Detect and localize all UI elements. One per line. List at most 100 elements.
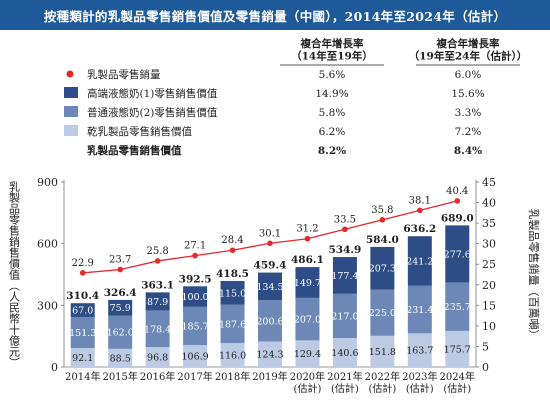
cagr-value: 3.3% bbox=[455, 107, 482, 119]
bar-total-label: 689.0 bbox=[441, 212, 474, 224]
bar-segment bbox=[220, 280, 245, 305]
bar-value-label: 67.0 bbox=[72, 306, 93, 317]
volume-label: 25.8 bbox=[147, 246, 169, 257]
bar-segment bbox=[183, 306, 208, 346]
bar-value-label: 217.0 bbox=[331, 311, 358, 322]
bar-total-label: 636.2 bbox=[403, 223, 436, 235]
bar-value-label: 116.0 bbox=[219, 351, 246, 362]
bar-segment bbox=[407, 285, 432, 334]
bar-segment bbox=[145, 347, 170, 367]
bar-segment bbox=[70, 348, 95, 367]
bar-value-label: 207.3 bbox=[369, 264, 396, 275]
legend-label: 乳製品零售銷量 bbox=[87, 68, 161, 81]
bar-segment bbox=[108, 348, 133, 367]
legend-label: 普通液態奶(2)零售銷售價值 bbox=[87, 106, 218, 119]
cagr-header-2: 複合年增長率（19年至24年（估計）） bbox=[409, 37, 527, 63]
bar-segment bbox=[370, 246, 395, 290]
bar-segment bbox=[145, 292, 170, 311]
bar-value-label: 96.8 bbox=[147, 353, 168, 364]
y-tick-label-right: 35 bbox=[482, 217, 496, 230]
volume-label: 23.7 bbox=[109, 255, 131, 266]
bar-segment bbox=[258, 272, 282, 301]
volume-label: 28.4 bbox=[221, 235, 243, 246]
x-tick-label: 2023年(估計) bbox=[402, 370, 437, 395]
y-tick-label-right: 0 bbox=[482, 361, 489, 374]
bar-value-label: 207.0 bbox=[294, 315, 321, 326]
legend-marker-line bbox=[66, 70, 74, 78]
x-tick-label: 2022年(估計) bbox=[365, 370, 400, 395]
bar-value-label: 231.4 bbox=[406, 305, 433, 316]
x-tick-label: 2020年(估計) bbox=[290, 370, 325, 395]
cagr-value: 6.0% bbox=[455, 69, 482, 81]
bar-segment bbox=[407, 236, 432, 286]
cagr-value: 15.6% bbox=[451, 88, 484, 100]
bar-value-label: 200.6 bbox=[256, 316, 283, 327]
bar-total-label: 459.4 bbox=[254, 260, 287, 272]
volume-point bbox=[417, 207, 423, 214]
cagr-value: 6.2% bbox=[319, 126, 346, 138]
bar-value-label: 92.1 bbox=[72, 353, 93, 364]
y-tick-label-left: 600 bbox=[37, 238, 58, 251]
bar-value-label: 100.0 bbox=[181, 292, 208, 303]
y-tick-label-left: 0 bbox=[51, 361, 58, 374]
volume-label: 33.5 bbox=[334, 214, 356, 225]
bar-value-label: 115.0 bbox=[219, 288, 246, 299]
x-tick-label: 2019年 bbox=[252, 370, 287, 383]
bar-value-label: 162.0 bbox=[107, 328, 134, 339]
cagr-value: 14.9% bbox=[315, 88, 348, 100]
x-tick-label: 2018年 bbox=[215, 370, 250, 383]
bar-value-label: 235.7 bbox=[444, 302, 471, 313]
bar-value-label: 187.6 bbox=[219, 319, 246, 330]
y-tick-label-right: 40 bbox=[482, 197, 496, 210]
bar-segment bbox=[295, 340, 320, 367]
bar-segment bbox=[295, 297, 320, 341]
y-tick-label-left: 300 bbox=[37, 299, 58, 312]
bar-segment bbox=[445, 282, 470, 331]
legend-label: 高端液態奶(1)零售銷售價值 bbox=[87, 87, 218, 100]
volume-label: 31.2 bbox=[296, 224, 318, 235]
y-tick-label-right: 25 bbox=[482, 258, 496, 271]
bar-segment bbox=[145, 310, 170, 348]
y-tick-label-right: 10 bbox=[482, 320, 496, 333]
y-axis-title-right: 乳製品零售銷量（百萬噸） bbox=[527, 209, 541, 341]
cagr-value: 8.4% bbox=[454, 145, 482, 157]
legend-label: 乾乳製品零售銷售價值 bbox=[87, 125, 192, 138]
bar-value-label: 106.9 bbox=[181, 352, 208, 363]
volume-point bbox=[79, 270, 86, 276]
bar-value-label: 140.6 bbox=[331, 348, 358, 359]
bar-segment bbox=[183, 345, 208, 367]
y-axis-title-left: 乳製品零售銷售價值（人民幣十億元） bbox=[8, 181, 21, 368]
cagr-value: 7.2% bbox=[455, 126, 482, 138]
volume-label: 27.1 bbox=[184, 241, 206, 252]
bar-value-label: 225.0 bbox=[369, 308, 396, 319]
bar-value-label: 134.5 bbox=[256, 282, 283, 293]
y-tick-label-right: 20 bbox=[482, 279, 496, 292]
bar-total-label: 418.5 bbox=[216, 268, 249, 280]
bar-series bbox=[70, 225, 470, 367]
volume-label: 38.1 bbox=[409, 195, 431, 206]
chart: 複合年增長率（14年至19年） 複合年增長率（19年至24年（估計）） 乳製品零售… bbox=[8, 37, 542, 395]
bar-value-label: 149.7 bbox=[294, 278, 321, 289]
bar-segment bbox=[70, 316, 95, 349]
x-tick-label: 2014年 bbox=[65, 370, 100, 383]
x-tick-label: 2021年(估計) bbox=[327, 370, 362, 395]
bar-value-label: 124.3 bbox=[256, 350, 283, 361]
cagr-value: 8.2% bbox=[318, 145, 346, 157]
bar-segment bbox=[258, 341, 282, 367]
bar-segment bbox=[370, 289, 395, 336]
legend-swatch bbox=[64, 87, 78, 98]
volume-point bbox=[117, 266, 123, 273]
bar-segment bbox=[332, 293, 357, 339]
volume-point bbox=[229, 247, 236, 254]
volume-point bbox=[192, 252, 198, 259]
bar-segment bbox=[332, 338, 357, 367]
bar-segment bbox=[220, 304, 245, 344]
volume-label: 22.9 bbox=[72, 258, 94, 269]
bar-segment bbox=[445, 330, 470, 367]
volume-point bbox=[267, 240, 273, 247]
legend-swatch bbox=[64, 106, 78, 117]
x-tick-label: 2016年 bbox=[140, 370, 175, 383]
bar-segment bbox=[295, 267, 320, 298]
bar-total-label: 326.4 bbox=[104, 287, 137, 299]
